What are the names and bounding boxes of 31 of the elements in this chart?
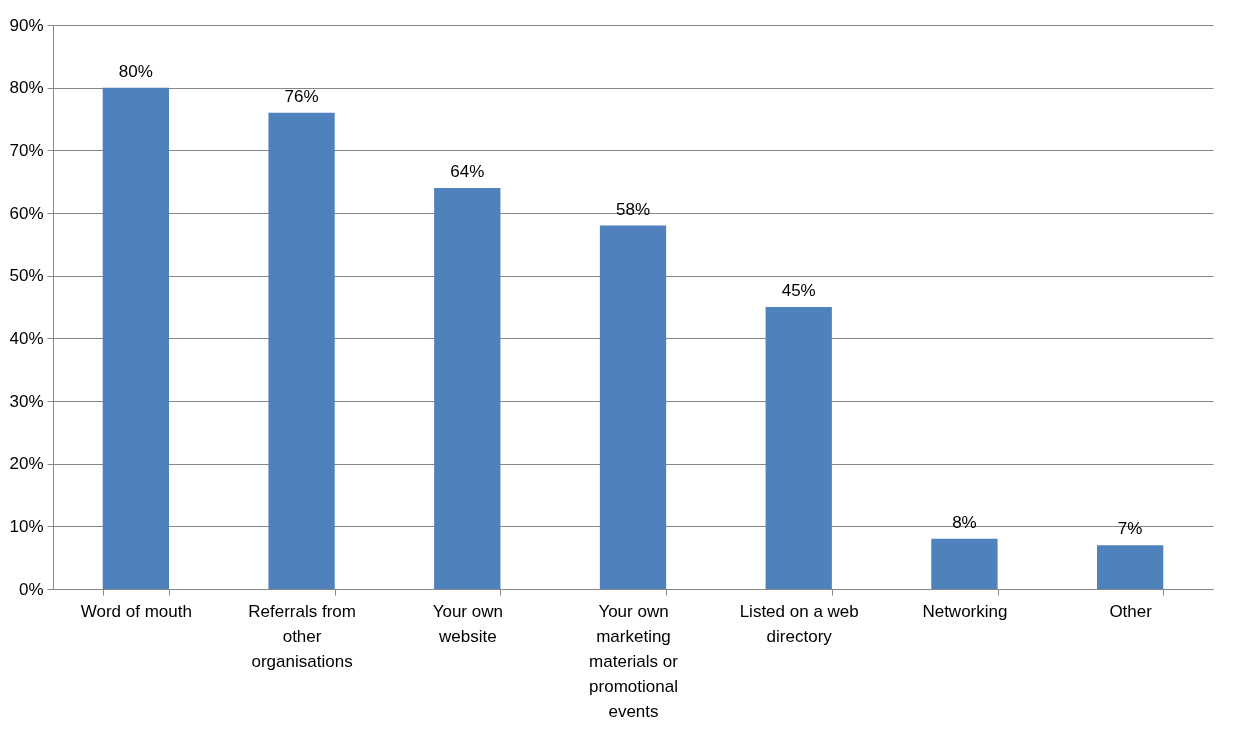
data-label: 76% bbox=[284, 86, 319, 106]
x-tick-label: Other bbox=[1109, 601, 1153, 621]
y-tick-label: 70% bbox=[9, 140, 44, 160]
x-tick-label: Referrals from other organisations bbox=[248, 601, 356, 671]
bar bbox=[599, 225, 667, 589]
x-tick-label: Your own website bbox=[432, 601, 503, 646]
bar bbox=[765, 307, 832, 589]
data-label: 45% bbox=[781, 281, 816, 300]
bar bbox=[434, 187, 501, 589]
bar bbox=[1097, 545, 1164, 589]
x-tick-label: Networking bbox=[922, 601, 1008, 621]
data-label: 8% bbox=[952, 512, 977, 532]
y-tick-label: 30% bbox=[9, 391, 44, 411]
y-tick-label: 20% bbox=[9, 454, 44, 474]
y-tick-label: 40% bbox=[9, 328, 44, 348]
y-tick-label: 90% bbox=[9, 15, 44, 35]
x-tick-label: Word of mouth bbox=[80, 601, 192, 621]
y-tick-label: 80% bbox=[9, 78, 44, 98]
bar bbox=[102, 87, 169, 589]
data-label: 80% bbox=[118, 61, 153, 81]
y-tick-label: 10% bbox=[9, 516, 44, 536]
y-tick-label: 0% bbox=[18, 579, 44, 599]
y-tick-label: 60% bbox=[9, 203, 44, 223]
data-label: 64% bbox=[450, 161, 485, 181]
bar bbox=[931, 538, 998, 589]
data-label: 7% bbox=[1117, 519, 1143, 539]
data-label: 58% bbox=[615, 199, 651, 219]
y-tick-label: 50% bbox=[9, 266, 44, 286]
bar bbox=[268, 112, 335, 589]
x-tick-label: Your own marketing materials or promotional events bbox=[589, 601, 679, 721]
x-tick-label: Listed on a web directory bbox=[739, 601, 859, 646]
